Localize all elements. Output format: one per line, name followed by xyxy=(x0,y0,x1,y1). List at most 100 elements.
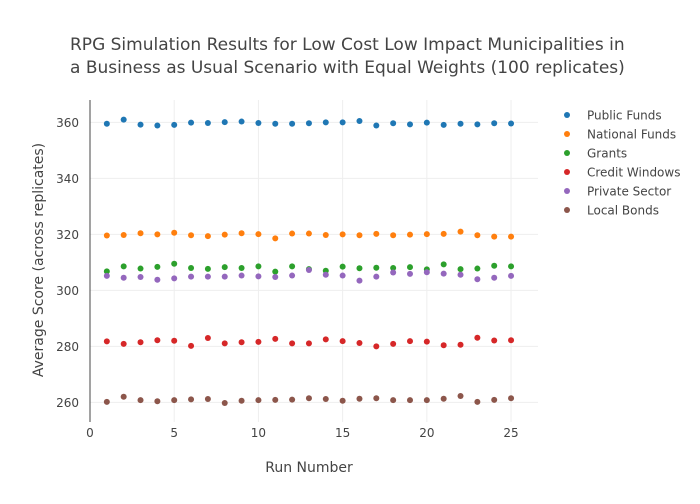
point-public-funds xyxy=(440,121,447,128)
point-national-funds xyxy=(305,230,312,237)
point-credit-windows xyxy=(356,340,363,347)
point-local-bonds xyxy=(171,397,178,404)
point-national-funds xyxy=(103,232,110,239)
x-tick-label: 20 xyxy=(419,426,434,440)
point-national-funds xyxy=(423,231,430,238)
point-public-funds xyxy=(238,118,245,125)
point-national-funds xyxy=(120,231,127,238)
legend-label: National Funds xyxy=(587,128,676,142)
point-public-funds xyxy=(103,120,110,127)
point-private-sector xyxy=(289,272,296,279)
point-local-bonds xyxy=(373,395,380,402)
point-private-sector xyxy=(154,276,161,283)
point-grants xyxy=(440,261,447,268)
x-tick-label: 25 xyxy=(503,426,518,440)
point-private-sector xyxy=(474,276,481,283)
point-public-funds xyxy=(407,121,413,128)
point-national-funds xyxy=(238,230,245,237)
point-local-bonds xyxy=(137,397,144,404)
legend-item-local-bonds[interactable]: Local Bonds xyxy=(564,204,659,218)
point-national-funds xyxy=(457,228,464,235)
point-private-sector xyxy=(407,270,413,277)
legend-item-national-funds[interactable]: National Funds xyxy=(564,128,676,142)
point-credit-windows xyxy=(407,338,413,345)
x-tick-label: 15 xyxy=(335,426,350,440)
legend-item-private-sector[interactable]: Private Sector xyxy=(564,185,671,199)
point-public-funds xyxy=(289,120,296,127)
point-private-sector xyxy=(423,269,430,276)
point-private-sector xyxy=(305,266,312,273)
legend-item-grants[interactable]: Grants xyxy=(564,147,627,161)
point-grants xyxy=(103,268,110,275)
point-public-funds xyxy=(154,122,161,129)
legend-item-credit-windows[interactable]: Credit Windows xyxy=(564,166,680,180)
point-credit-windows xyxy=(221,340,228,347)
point-public-funds xyxy=(457,120,464,127)
legend-marker xyxy=(564,131,570,137)
point-grants xyxy=(508,263,515,270)
point-grants xyxy=(221,264,228,271)
point-local-bonds xyxy=(272,396,279,403)
point-grants xyxy=(154,263,161,270)
point-public-funds xyxy=(171,121,178,128)
point-grants xyxy=(171,260,178,267)
point-grants xyxy=(407,264,413,271)
point-private-sector xyxy=(356,277,363,284)
point-public-funds xyxy=(272,120,279,127)
point-grants xyxy=(289,263,296,270)
point-national-funds xyxy=(440,230,447,237)
legend: Public Funds National Funds Grants Credit W… xyxy=(564,109,680,218)
point-credit-windows xyxy=(188,342,195,349)
legend-item-public-funds[interactable]: Public Funds xyxy=(564,109,662,123)
point-national-funds xyxy=(339,231,346,238)
point-credit-windows xyxy=(339,338,346,345)
point-private-sector xyxy=(255,273,262,280)
point-private-sector xyxy=(457,271,464,278)
point-public-funds xyxy=(491,120,498,127)
legend-marker xyxy=(564,150,570,156)
point-credit-windows xyxy=(474,334,481,341)
point-credit-windows xyxy=(137,339,144,346)
point-private-sector xyxy=(188,273,195,280)
x-tick-label: 0 xyxy=(86,426,94,440)
axes: 260 280 300 320 340 360 0 5 10 15 20 25 xyxy=(56,100,519,440)
point-public-funds xyxy=(508,120,515,127)
point-public-funds xyxy=(423,119,430,126)
y-tick-label: 340 xyxy=(56,172,79,186)
point-local-bonds xyxy=(305,395,312,402)
point-local-bonds xyxy=(423,397,430,404)
point-credit-windows xyxy=(457,341,464,348)
point-private-sector xyxy=(120,274,127,281)
point-local-bonds xyxy=(154,398,161,405)
y-tick-label: 360 xyxy=(56,116,79,130)
point-national-funds xyxy=(491,233,498,240)
point-private-sector xyxy=(238,272,245,279)
point-private-sector xyxy=(390,269,397,276)
point-credit-windows xyxy=(491,337,498,344)
point-private-sector xyxy=(491,274,498,281)
chart-title-line-1: RPG Simulation Results for Low Cost Low … xyxy=(70,35,625,55)
legend-label: Credit Windows xyxy=(587,166,680,180)
point-credit-windows xyxy=(440,342,447,349)
point-national-funds xyxy=(255,231,262,238)
point-public-funds xyxy=(204,119,211,126)
point-public-funds xyxy=(305,120,312,127)
point-public-funds xyxy=(373,122,380,129)
point-private-sector xyxy=(171,275,178,282)
point-grants xyxy=(272,268,279,275)
legend-marker xyxy=(564,207,570,213)
y-axis-label: Average Score (across replicates) xyxy=(31,143,47,377)
point-grants xyxy=(238,265,245,271)
legend-label: Local Bonds xyxy=(587,204,659,218)
point-credit-windows xyxy=(305,340,312,347)
y-tick-label: 320 xyxy=(56,228,79,242)
point-credit-windows xyxy=(508,337,515,344)
y-tick-label: 300 xyxy=(56,284,79,298)
legend-label: Public Funds xyxy=(587,109,662,123)
point-grants xyxy=(457,266,464,273)
point-national-funds xyxy=(373,230,380,237)
point-local-bonds xyxy=(221,399,228,406)
point-public-funds xyxy=(356,118,363,124)
point-national-funds xyxy=(204,233,211,240)
